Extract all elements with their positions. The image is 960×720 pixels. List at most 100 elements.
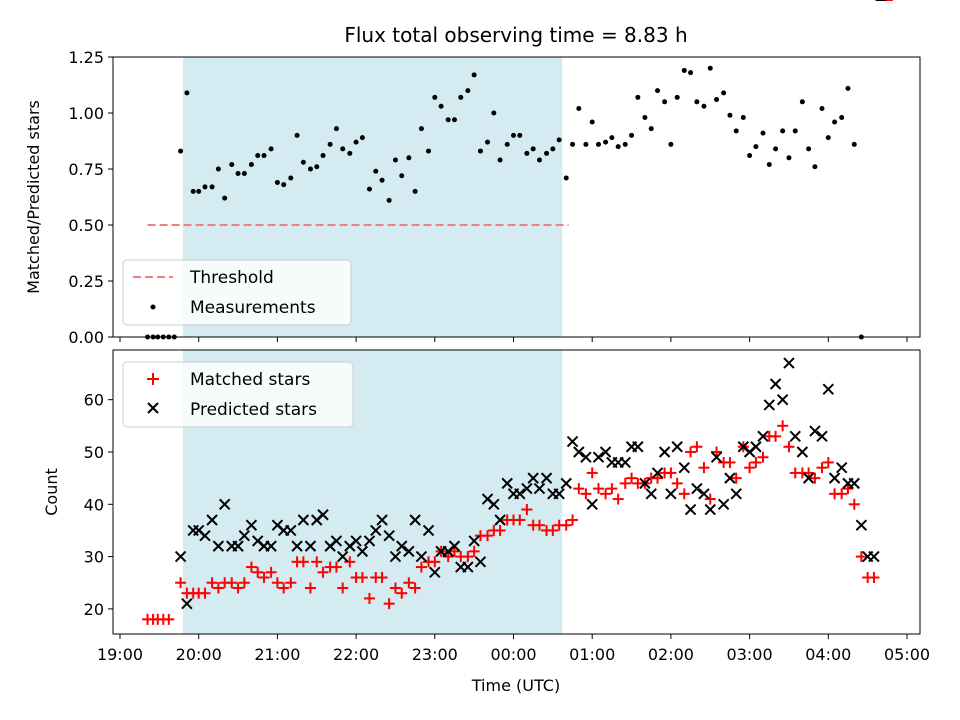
predicted-point <box>494 514 506 526</box>
predicted-point <box>212 540 225 552</box>
predicted-point <box>488 498 500 510</box>
predicted-point-b <box>658 446 671 458</box>
bottom-x-ticks: 19:00 20:00 21:00 22:00 23:00 00:00 01:00 02:00… <box>97 634 930 664</box>
predicted-point <box>297 514 310 526</box>
matched-point <box>678 488 690 500</box>
predicted-point <box>710 451 723 463</box>
predicted-point <box>868 550 880 563</box>
x-tick-label: 20:00 <box>176 645 222 664</box>
matched-point <box>396 587 408 599</box>
matched-point <box>304 582 316 594</box>
measurement-point <box>347 150 353 156</box>
matched-point <box>691 441 703 453</box>
measurement-point <box>819 106 825 112</box>
predicted-point-b <box>218 498 231 510</box>
predicted-point-b <box>514 488 526 500</box>
matched-point <box>238 577 250 589</box>
measurement-point <box>662 99 668 105</box>
predicted-point-b <box>291 540 303 552</box>
count-points <box>142 0 893 625</box>
predicted-point-b <box>698 488 710 500</box>
predicted-point <box>462 561 474 573</box>
bottom-legend: Matched stars Predicted stars <box>122 361 354 428</box>
matched-point <box>744 462 756 474</box>
predicted-point <box>769 378 782 390</box>
predicted-point-b <box>429 566 441 578</box>
measurement-point <box>379 177 385 183</box>
predicted-point <box>783 357 795 369</box>
predicted-point-b <box>285 524 297 537</box>
measurement-point <box>694 99 700 105</box>
measurement-point <box>281 182 287 188</box>
measurement-point <box>563 175 569 181</box>
predicted-point-b <box>533 482 546 495</box>
measurement-point <box>721 90 727 96</box>
predicted-point-b <box>573 446 585 458</box>
predicted-point <box>835 461 848 474</box>
matched-legend-label: Matched stars <box>190 370 310 390</box>
predicted-point <box>645 488 657 500</box>
predicted-point <box>389 550 402 563</box>
predicted-point-b <box>868 550 880 563</box>
measurement-point <box>766 162 772 168</box>
measurement-point <box>261 153 267 159</box>
measurement-point <box>248 162 254 168</box>
measurement-point <box>753 144 759 150</box>
measurement-point <box>477 148 483 154</box>
predicted-point-b <box>468 535 480 547</box>
matched-point <box>730 472 742 484</box>
predicted-point-b <box>462 561 474 573</box>
predicted-point-b <box>592 451 605 463</box>
matched-point <box>848 498 860 510</box>
measurement-point <box>412 188 418 194</box>
predicted-point-b <box>174 550 187 563</box>
predicted-point-b <box>389 550 402 563</box>
predicted-point <box>730 488 742 500</box>
predicted-point-b <box>619 456 631 469</box>
matched-point <box>311 556 323 568</box>
predicted-point-b <box>639 477 651 490</box>
top-y-ticks: 0.00 0.25 0.50 0.75 1.00 1.25 <box>68 48 113 347</box>
predicted-point <box>632 441 644 453</box>
measurement-point <box>190 188 196 194</box>
measurement-point <box>432 94 438 100</box>
matched-point <box>757 451 769 463</box>
top-legend: Threshold Measurements <box>122 259 352 326</box>
bottom-axes-frame <box>112 349 921 635</box>
predicted-point-b <box>199 529 211 542</box>
predicted-point-b <box>271 519 284 531</box>
measurement-point <box>609 135 615 141</box>
matched-point <box>868 572 880 584</box>
measurement-point <box>714 97 720 103</box>
matched-point <box>573 483 585 495</box>
predicted-point <box>429 566 441 578</box>
predicted-point-b <box>527 472 539 484</box>
x-tick-label: 21:00 <box>254 645 300 664</box>
predicted-point <box>383 529 395 542</box>
matched-point <box>376 572 388 584</box>
predicted-point <box>396 540 408 552</box>
top-y-tick-label: 0.00 <box>68 328 104 347</box>
predicted-point-b <box>710 451 723 463</box>
predicted-point-b <box>599 446 612 458</box>
bottom-y-tick-label: 50 <box>84 443 104 462</box>
predicted-point-b <box>252 535 264 547</box>
matched-point <box>442 551 454 563</box>
predicted-point-b <box>363 535 376 547</box>
matched-point <box>592 483 604 495</box>
matched-point <box>337 582 349 594</box>
measurement-point <box>485 139 491 145</box>
predicted-point-b <box>704 503 716 516</box>
predicted-point-b <box>789 430 801 443</box>
measurement-point <box>184 90 190 96</box>
matched-point <box>777 420 789 432</box>
matched-point <box>547 524 559 536</box>
x-tick-label: 04:00 <box>805 645 851 664</box>
top-y-tick-label: 0.75 <box>68 160 104 179</box>
measurement-point <box>681 67 687 73</box>
predicted-point <box>474 556 487 568</box>
predicted-point <box>409 514 421 526</box>
chart-title: Flux total observing time = 8.83 h <box>344 23 687 47</box>
measurement-point <box>471 72 477 78</box>
